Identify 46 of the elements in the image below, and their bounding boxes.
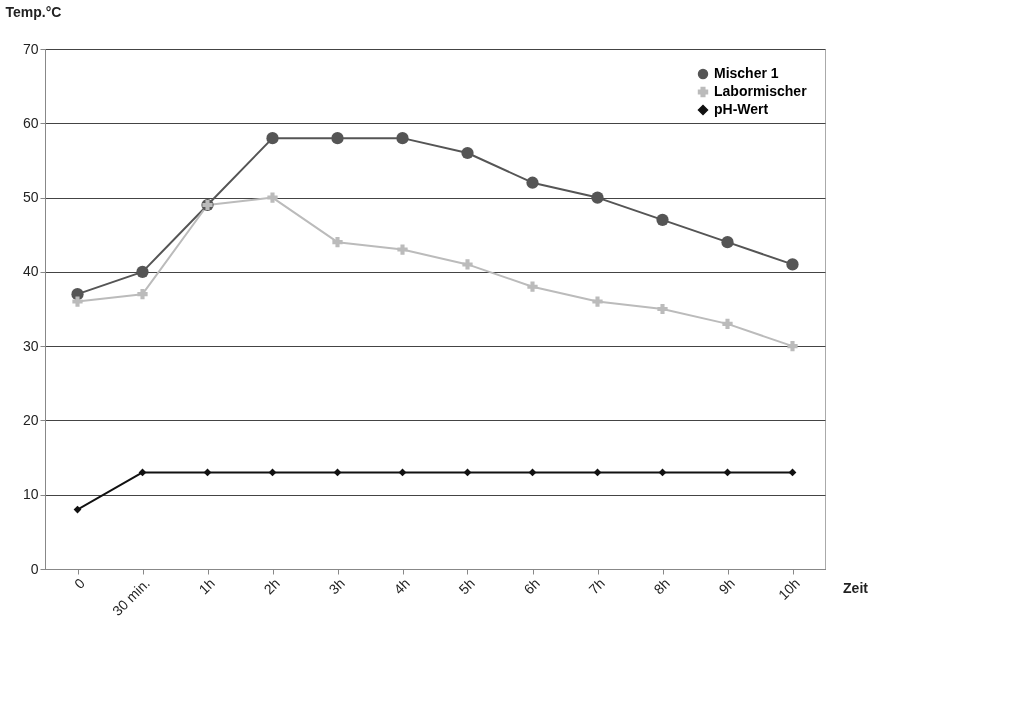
y-tick-label: 0 bbox=[30, 560, 39, 577]
y-tick-label: 30 bbox=[22, 337, 39, 354]
x-tick-label: 2h bbox=[260, 575, 283, 598]
x-tick-label: 5h bbox=[455, 575, 478, 598]
point bbox=[526, 176, 539, 189]
point bbox=[266, 132, 279, 145]
x-tick-label: 4h bbox=[390, 575, 413, 598]
point bbox=[591, 191, 604, 204]
legend-label: pH-Wert bbox=[714, 101, 769, 117]
x-tick-label: 0 bbox=[71, 574, 89, 592]
point bbox=[331, 132, 344, 145]
point bbox=[657, 303, 668, 315]
point bbox=[786, 258, 799, 271]
point bbox=[332, 237, 343, 248]
point bbox=[396, 132, 409, 145]
y-axis-title: Temp.°C bbox=[5, 3, 62, 20]
y-tick-label: 20 bbox=[22, 411, 39, 428]
point bbox=[136, 265, 149, 278]
y-tick-label: 10 bbox=[22, 486, 39, 503]
point bbox=[72, 296, 83, 307]
legend-label: Labormischer bbox=[714, 83, 808, 99]
point bbox=[137, 289, 148, 300]
point bbox=[787, 341, 798, 352]
x-tick-label: 9h bbox=[715, 575, 738, 598]
x-tick-label: 30 min. bbox=[109, 575, 153, 619]
y-tick-label: 60 bbox=[22, 114, 39, 131]
x-tick-label: 10h bbox=[775, 575, 803, 603]
x-axis-title: Zeit bbox=[843, 579, 869, 596]
y-tick-label: 40 bbox=[22, 263, 39, 280]
x-tick-label: 3h bbox=[325, 575, 348, 598]
y-tick-label: 50 bbox=[22, 189, 39, 206]
point bbox=[722, 318, 733, 329]
point bbox=[267, 192, 278, 203]
point bbox=[397, 244, 408, 255]
x-tick-label: 8h bbox=[650, 575, 673, 598]
point bbox=[721, 236, 734, 249]
point bbox=[656, 213, 669, 226]
point bbox=[461, 146, 474, 160]
legend-label: Mischer 1 bbox=[714, 65, 779, 81]
point bbox=[527, 281, 538, 292]
y-tick-label: 70 bbox=[22, 40, 39, 57]
x-tick-label: 7h bbox=[585, 575, 608, 598]
point bbox=[592, 296, 603, 307]
x-tick-label: 1h bbox=[195, 575, 218, 598]
x-tick-label: 6h bbox=[520, 575, 543, 598]
point bbox=[462, 259, 473, 270]
